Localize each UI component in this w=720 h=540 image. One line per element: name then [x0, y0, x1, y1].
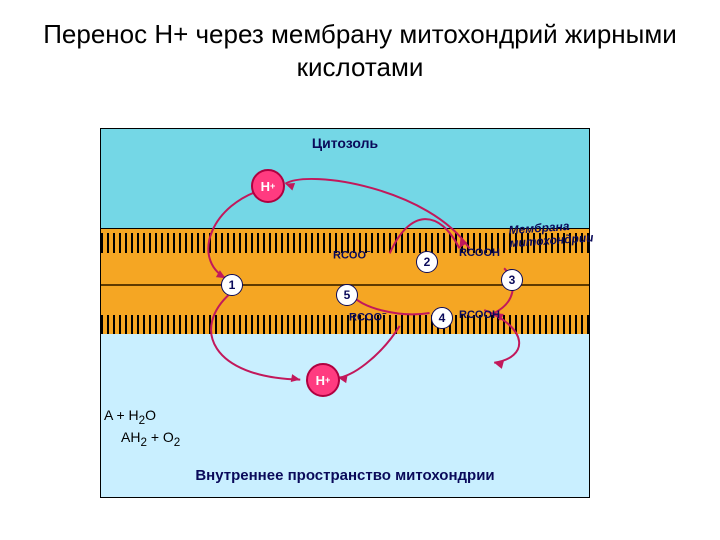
step-number: 2	[416, 251, 438, 273]
chem-label: RCOO−	[333, 247, 371, 262]
proton-circle: H+	[251, 169, 285, 203]
chem-label: RCOOH	[459, 247, 500, 259]
matrix-label: Внутреннее пространство митохондрии	[150, 466, 540, 486]
step-number: 3	[501, 269, 523, 291]
chem-label: RCOO−	[349, 309, 387, 324]
reaction-label: A + H2O	[104, 407, 156, 427]
reaction-label: AH2 + O2	[121, 429, 180, 449]
diagram-frame: Цитозоль Мембрана митохондрии Внутреннее…	[100, 128, 590, 498]
step-number: 1	[221, 274, 243, 296]
step-number: 4	[431, 307, 453, 329]
cytosol-label: Цитозоль	[312, 135, 378, 151]
step-number: 5	[336, 284, 358, 306]
page-title: Перенос Н+ через мембрану митохондрий жи…	[0, 0, 720, 93]
chem-label: RCOOH	[459, 309, 500, 321]
proton-circle: H+	[306, 363, 340, 397]
